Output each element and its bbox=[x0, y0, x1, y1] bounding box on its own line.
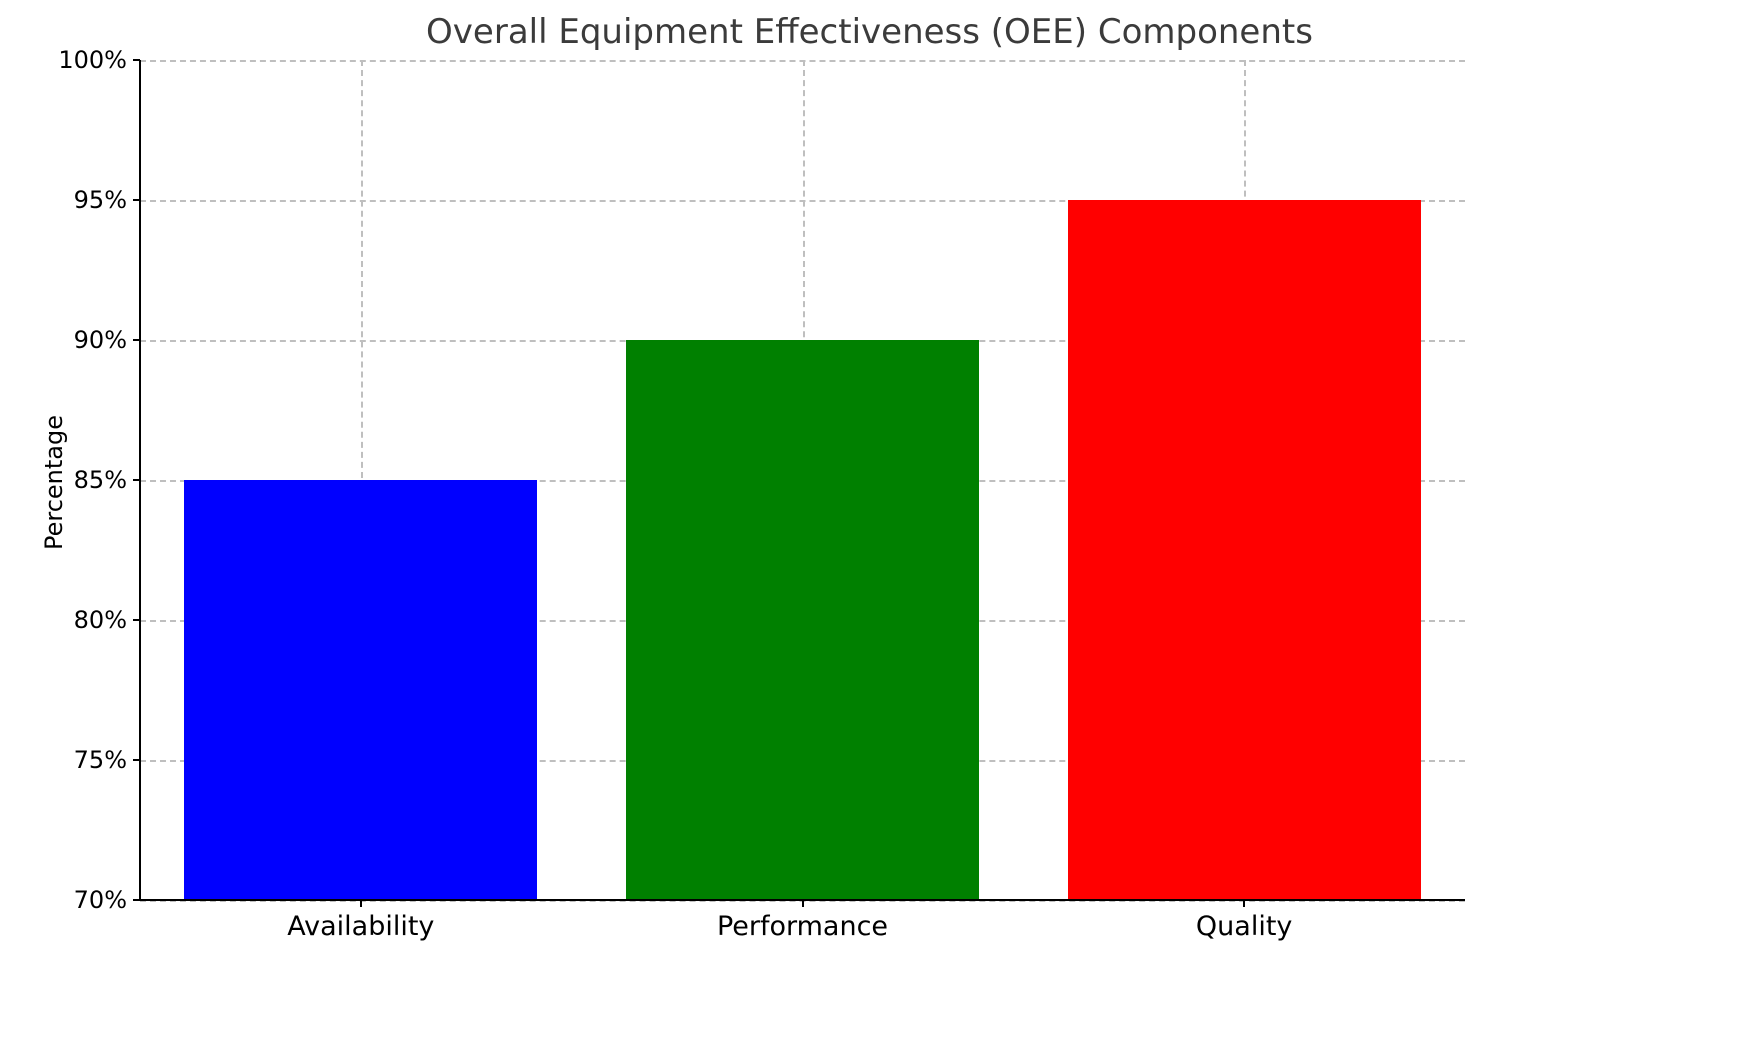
x-axis-line bbox=[140, 899, 1465, 901]
x-tick-label: Performance bbox=[717, 911, 888, 942]
plot-area bbox=[140, 60, 1465, 900]
x-tick-mark bbox=[802, 900, 804, 907]
bar-quality bbox=[1068, 200, 1421, 900]
x-tick-mark bbox=[1243, 900, 1245, 907]
y-tick-label: 80% bbox=[74, 606, 127, 634]
bar-performance bbox=[626, 340, 979, 900]
x-tick-label: Quality bbox=[1196, 911, 1292, 942]
y-axis-line bbox=[139, 60, 141, 900]
x-tick-label: Availability bbox=[287, 911, 434, 942]
y-tick-label: 95% bbox=[74, 186, 127, 214]
chart-title: Overall Equipment Effectiveness (OEE) Co… bbox=[0, 12, 1739, 52]
y-tick-label: 75% bbox=[74, 746, 127, 774]
y-tick-label: 85% bbox=[74, 466, 127, 494]
y-axis-label: Percentage bbox=[40, 415, 68, 550]
chart-container: Overall Equipment Effectiveness (OEE) Co… bbox=[0, 0, 1739, 1057]
y-tick-label: 100% bbox=[58, 46, 127, 74]
bar-availability bbox=[184, 480, 537, 900]
x-tick-mark bbox=[360, 900, 362, 907]
y-tick-label: 70% bbox=[74, 886, 127, 914]
y-tick-label: 90% bbox=[74, 326, 127, 354]
